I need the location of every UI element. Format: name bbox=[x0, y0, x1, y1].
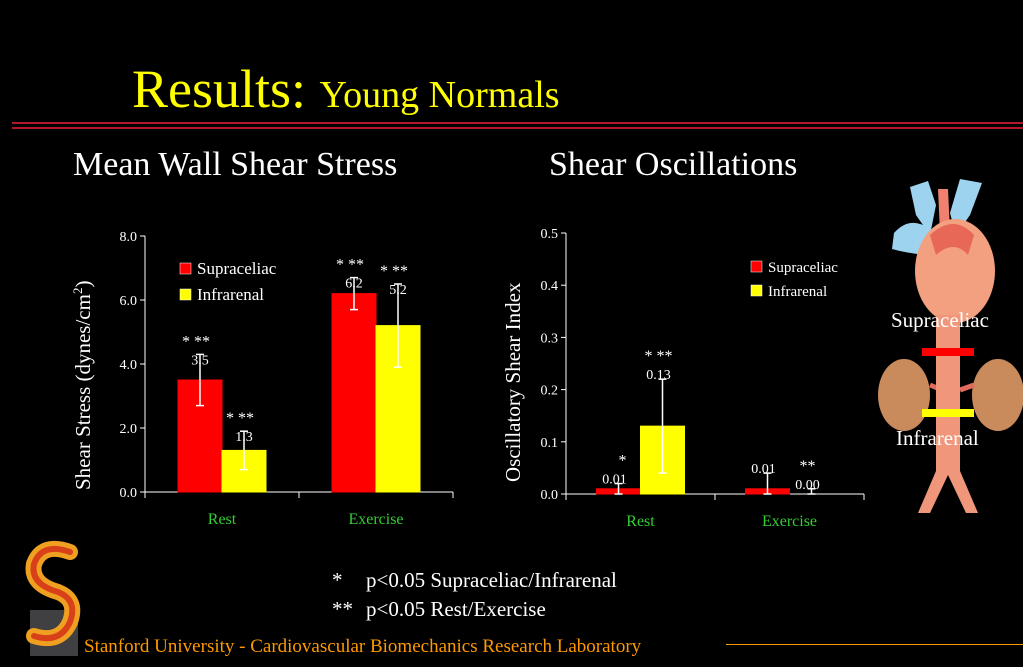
c1-data-label: 5.2 bbox=[389, 283, 407, 298]
c2-significance-mark: * bbox=[619, 453, 627, 470]
anatomy-label-infrarenal: Infrarenal bbox=[896, 426, 979, 450]
note-row: * p<0.05 Supraceliac/Infrarenal bbox=[332, 566, 617, 595]
c1-data-label: 1.3 bbox=[235, 430, 253, 445]
c2-category-label: Exercise bbox=[762, 513, 817, 530]
c1-legend-label: Infrarenal bbox=[197, 285, 264, 304]
note-text: p<0.05 Supraceliac/Infrarenal bbox=[366, 568, 617, 592]
chart2-title: Shear Oscillations bbox=[549, 146, 798, 183]
c2-y-tick-label: 0.2 bbox=[541, 384, 559, 399]
note-text: p<0.05 Rest/Exercise bbox=[366, 597, 546, 621]
c2-data-label: 0.00 bbox=[795, 478, 820, 493]
c1-y-tick-label: 2.0 bbox=[120, 422, 138, 437]
note-symbol: ** bbox=[332, 597, 353, 621]
logo-s-core bbox=[30, 546, 76, 642]
c1-category-label: Exercise bbox=[348, 511, 403, 528]
c2-y-tick-label: 0.0 bbox=[541, 488, 559, 503]
c1-significance-mark: * ** bbox=[336, 257, 364, 274]
c1-legend-swatch bbox=[179, 288, 192, 301]
c1-significance-mark: * ** bbox=[182, 333, 210, 350]
chart1-title: Mean Wall Shear Stress bbox=[73, 146, 398, 183]
right-kidney-shape bbox=[878, 359, 930, 431]
c1-category-label: Rest bbox=[208, 511, 237, 528]
slide-title: Results: Young Normals bbox=[132, 58, 560, 120]
c2-legend-swatch bbox=[750, 284, 763, 297]
c2-significance-mark: ** bbox=[800, 458, 816, 475]
note-row: ** p<0.05 Rest/Exercise bbox=[332, 595, 617, 624]
c2-data-label: 0.01 bbox=[602, 473, 627, 488]
chart2-oscillatory-shear: Oscillatory Shear Index 0.0 0.1 0.2 0.3 0.4 0… bbox=[501, 227, 865, 530]
c1-y-tick-label: 0.0 bbox=[120, 486, 138, 501]
infrarenal-marker bbox=[922, 409, 974, 417]
c2-y-tick-label: 0.1 bbox=[541, 436, 559, 451]
c2-y-tick-label: 0.3 bbox=[541, 331, 559, 346]
c2-legend-swatch bbox=[750, 260, 763, 273]
chart1-ylabel: Shear Stress (dynes/cm2) bbox=[70, 281, 95, 490]
c1-significance-mark: * ** bbox=[226, 410, 254, 427]
c2-category-label: Rest bbox=[626, 513, 655, 530]
right-iliac-shape bbox=[918, 471, 948, 513]
footer-credit: Stanford University - Cardiovascular Bio… bbox=[84, 636, 642, 657]
significance-notes: * p<0.05 Supraceliac/Infrarenal ** p<0.05 … bbox=[332, 566, 617, 624]
left-kidney-shape bbox=[972, 359, 1023, 431]
c1-bar-supraceliac bbox=[331, 293, 377, 493]
title-rule-top bbox=[12, 122, 1023, 124]
c2-y-tick-label: 0.4 bbox=[541, 279, 559, 294]
c2-data-label: 0.13 bbox=[646, 368, 671, 383]
vena-cava-shape bbox=[910, 181, 936, 235]
c2-legend-label: Infrarenal bbox=[768, 284, 827, 300]
left-iliac-shape bbox=[948, 471, 978, 513]
c1-y-tick-label: 4.0 bbox=[120, 358, 138, 373]
c1-data-label: 3.5 bbox=[191, 353, 209, 368]
c2-data-label: 0.01 bbox=[751, 462, 776, 477]
supraceliac-marker bbox=[922, 348, 974, 356]
chart2-ylabel: Oscillatory Shear Index bbox=[501, 282, 525, 482]
c1-y-tick-label: 8.0 bbox=[120, 230, 138, 245]
c1-legend-swatch bbox=[179, 262, 192, 275]
anatomy-label-supraceliac: Supraceliac bbox=[891, 308, 989, 332]
aortic-arch-shape bbox=[930, 224, 974, 255]
c1-data-label: 6.2 bbox=[345, 277, 363, 292]
c2-significance-mark: * ** bbox=[645, 348, 673, 365]
c1-y-tick-label: 6.0 bbox=[120, 294, 138, 309]
c2-y-tick-label: 0.5 bbox=[541, 227, 559, 242]
c2-legend-label: Supraceliac bbox=[768, 260, 838, 276]
slide-title-main: Results: bbox=[132, 59, 307, 119]
lab-logo bbox=[25, 541, 81, 656]
footer-rule bbox=[726, 644, 1023, 645]
aorta-heart-illustration bbox=[878, 179, 1023, 513]
slide-subtitle: Young Normals bbox=[319, 74, 560, 116]
abdominal-aorta-shape bbox=[936, 315, 960, 475]
c1-significance-mark: * ** bbox=[380, 263, 408, 280]
c1-legend-label: Supraceliac bbox=[197, 259, 277, 278]
chart1-shear-stress: Shear Stress (dynes/cm2) 0.0 2.0 4.0 6.0 8.0… bbox=[70, 230, 454, 528]
note-symbol: * bbox=[332, 568, 343, 592]
title-rule-bottom bbox=[12, 127, 1023, 129]
